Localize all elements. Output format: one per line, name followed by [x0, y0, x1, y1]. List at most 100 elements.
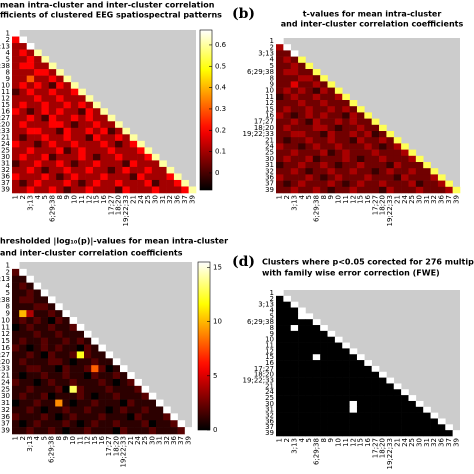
column-label: 1 [12, 436, 20, 440]
cell [41, 186, 50, 194]
row-label: 2 [6, 36, 10, 44]
cell [379, 430, 387, 437]
column-label: 30 [148, 436, 156, 445]
cell [63, 108, 72, 116]
cell [70, 140, 79, 148]
cell [12, 173, 20, 181]
column-label: 8 [320, 195, 328, 199]
cell [408, 430, 417, 437]
column-label: 4 [298, 437, 306, 442]
cell [62, 310, 70, 318]
cell [120, 392, 128, 400]
cell [327, 168, 336, 175]
cell [283, 93, 292, 101]
panel-title: Clusters where p<0.05 corected for 276 m… [262, 258, 474, 267]
cell [276, 389, 284, 396]
cell [371, 186, 380, 194]
row-label: 39 [1, 186, 10, 194]
row-label: 5 [270, 62, 274, 70]
cell [181, 179, 189, 187]
cell [40, 392, 49, 400]
cell [12, 69, 20, 76]
column-label: 36 [170, 435, 178, 444]
cell [70, 95, 79, 103]
cell [320, 87, 328, 95]
cell [105, 385, 114, 394]
column-label: 25 [144, 195, 152, 204]
panel-title: t-values for mean intra-cluster [303, 10, 442, 19]
cell [84, 427, 92, 435]
cell [276, 301, 284, 308]
cell [342, 168, 350, 175]
colorbar [197, 261, 211, 431]
cell [55, 323, 63, 332]
cell [48, 166, 57, 174]
column-label: 5 [40, 436, 48, 440]
colorbar-tick-label: 5 [213, 372, 217, 380]
cell [290, 360, 299, 367]
cell [276, 342, 284, 349]
cell [100, 153, 108, 161]
cell [70, 88, 79, 96]
cell [112, 378, 121, 387]
cell [48, 160, 57, 168]
cell [33, 420, 42, 428]
cell [98, 420, 106, 428]
row-label: 16 [1, 108, 10, 116]
cell [112, 358, 121, 366]
cell [334, 112, 343, 119]
cell [26, 289, 34, 297]
row-label: 6;29;38 [0, 296, 10, 304]
cell [40, 378, 49, 387]
cell [120, 406, 128, 414]
cell [98, 344, 106, 352]
cell [85, 179, 94, 187]
cell [134, 385, 142, 394]
cell [48, 406, 56, 414]
cell [62, 365, 70, 373]
cell [48, 323, 56, 332]
row-label: 8 [6, 68, 10, 76]
cell [19, 399, 27, 407]
cell [34, 186, 42, 194]
column-label: 6;29;38 [312, 195, 320, 222]
cell [112, 392, 121, 400]
cell [305, 365, 314, 373]
cell [298, 56, 306, 64]
row-label: 36 [265, 417, 274, 425]
row-label: 39 [265, 429, 274, 437]
cell [144, 186, 153, 194]
cell [371, 412, 380, 419]
cell [41, 140, 50, 148]
cell [364, 418, 372, 425]
row-label: 11 [1, 323, 10, 331]
cell [430, 424, 439, 431]
cell [320, 377, 328, 384]
cell [334, 137, 343, 144]
cell [98, 399, 106, 407]
cell [430, 418, 439, 425]
cell [78, 179, 86, 187]
column-label: 2 [19, 195, 27, 199]
cell [290, 149, 299, 157]
cell [342, 406, 350, 413]
cell [298, 180, 306, 188]
panel-label: (b) [232, 6, 255, 22]
cell [305, 336, 314, 343]
cell [386, 418, 395, 425]
cell [92, 114, 101, 122]
cell [334, 100, 343, 107]
cell [342, 106, 350, 113]
cell [371, 162, 380, 169]
row-label: 3;13 [0, 275, 10, 283]
cell [283, 360, 292, 367]
cell [276, 100, 284, 107]
cell [34, 179, 42, 187]
cell [334, 383, 343, 390]
cell [452, 186, 461, 194]
cell [445, 424, 453, 431]
cell [415, 162, 424, 169]
cell [107, 121, 116, 129]
cell [356, 430, 365, 437]
cell [364, 168, 372, 175]
